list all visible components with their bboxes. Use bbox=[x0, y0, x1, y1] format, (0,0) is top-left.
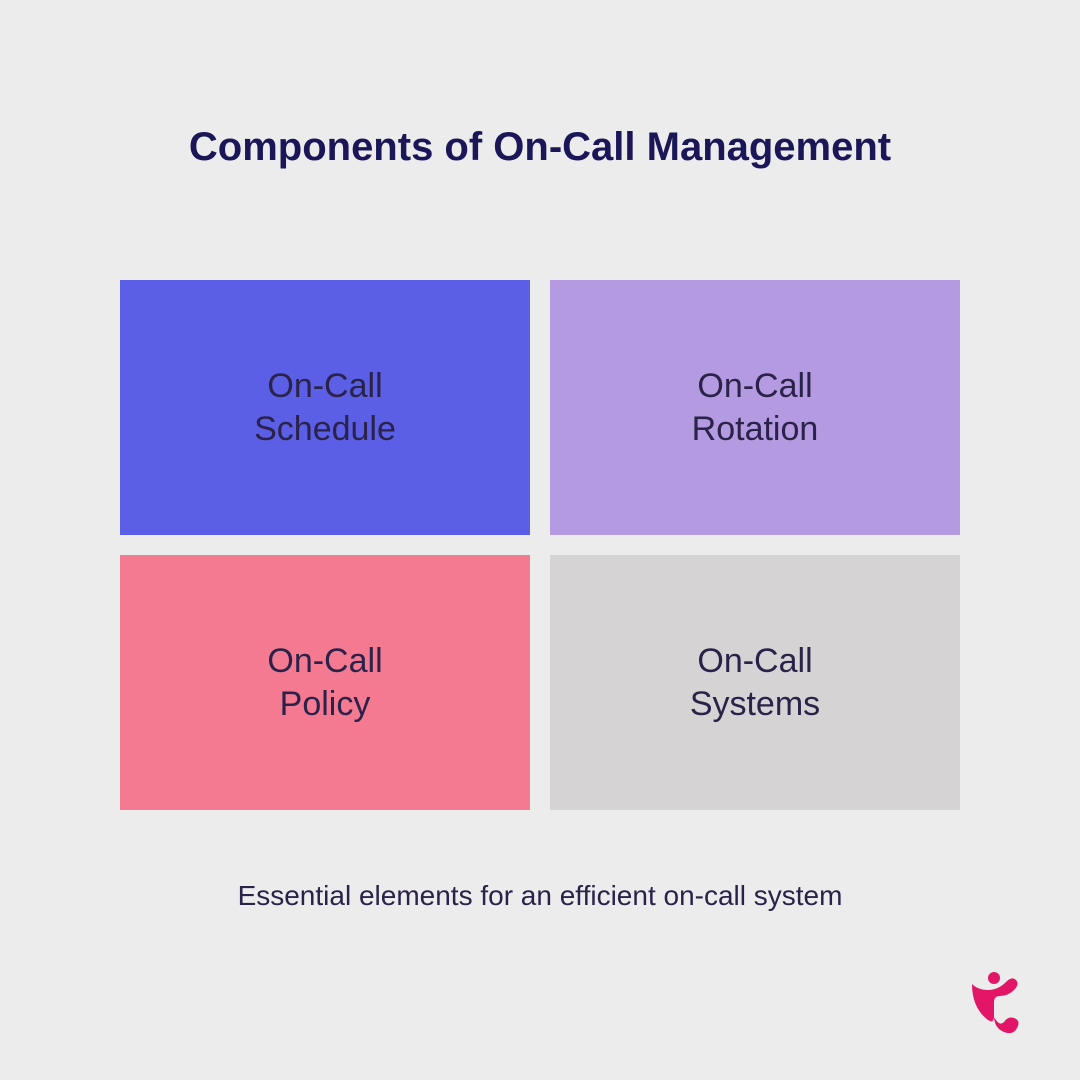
card-policy: On-Call Policy bbox=[120, 555, 530, 810]
card-rotation: On-Call Rotation bbox=[550, 280, 960, 535]
card-label-line1: On-Call bbox=[697, 640, 812, 683]
card-label-line1: On-Call bbox=[697, 365, 812, 408]
card-label-line2: Rotation bbox=[692, 408, 819, 451]
card-label-line2: Schedule bbox=[254, 408, 396, 451]
card-schedule: On-Call Schedule bbox=[120, 280, 530, 535]
brand-logo-icon bbox=[958, 968, 1030, 1040]
cards-grid: On-Call Schedule On-Call Rotation On-Cal… bbox=[120, 280, 960, 810]
card-label-line1: On-Call bbox=[267, 640, 382, 683]
page-title: Components of On-Call Management bbox=[189, 125, 891, 170]
card-label-line2: Policy bbox=[280, 683, 371, 726]
card-label-line2: Systems bbox=[690, 683, 820, 726]
card-label-line1: On-Call bbox=[267, 365, 382, 408]
card-systems: On-Call Systems bbox=[550, 555, 960, 810]
page-subtitle: Essential elements for an efficient on-c… bbox=[238, 880, 843, 912]
infographic-canvas: Components of On-Call Management On-Call… bbox=[0, 0, 1080, 1080]
